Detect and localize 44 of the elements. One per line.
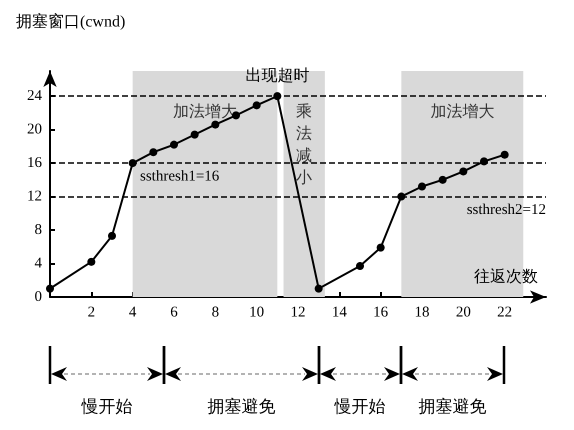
band-label: 加法增大: [430, 102, 494, 120]
x-tick-label: 4: [128, 304, 137, 320]
y-tick-label: 12: [27, 188, 42, 205]
point: [376, 244, 385, 252]
text: 慢开始: [334, 397, 386, 416]
point: [149, 148, 158, 156]
x-tick-label: 8: [212, 304, 220, 320]
point: [356, 262, 364, 270]
x-tick-label: 18: [414, 304, 430, 320]
y-tick-label: 20: [27, 122, 42, 138]
text: 拥塞避免: [208, 397, 276, 416]
point: [46, 284, 54, 293]
x-tick-label: 6: [170, 304, 178, 320]
point: [252, 101, 261, 110]
text: 拥塞避免: [418, 397, 486, 416]
point: [418, 182, 426, 191]
band-label: 乘法减小: [296, 102, 312, 186]
y-tick-label: 0: [34, 289, 42, 305]
y-tick-label: 24: [27, 88, 42, 104]
x-tick-label: 2: [88, 304, 96, 320]
y-tick-label: 16: [27, 155, 42, 172]
x-tick-label: 12: [290, 304, 306, 320]
x-tick-label: 14: [332, 304, 348, 320]
point: [438, 176, 447, 184]
annotation: 出现超时: [245, 66, 310, 85]
point: [108, 232, 116, 240]
point: [170, 140, 178, 149]
point: [314, 284, 323, 293]
x-tick-label: 22: [497, 304, 512, 320]
y-tick-label: 4: [34, 256, 42, 272]
y-axis-title: 拥塞窗口(cwnd): [16, 12, 126, 30]
point: [500, 150, 509, 159]
ref-line-label: ssthresh1=16: [140, 168, 220, 185]
ref-line-label: ssthresh2=12: [466, 202, 546, 218]
y-tick-label: 8: [34, 222, 42, 238]
x-tick-label: 16: [373, 304, 389, 320]
x-axis-title: 往返次数: [474, 268, 538, 286]
point: [190, 130, 199, 139]
point: [459, 167, 468, 176]
x-tick-label: 20: [456, 304, 471, 320]
point: [211, 120, 220, 129]
text: 慢开始: [80, 397, 132, 416]
x-tick-label: 10: [249, 304, 264, 320]
point: [87, 258, 96, 266]
